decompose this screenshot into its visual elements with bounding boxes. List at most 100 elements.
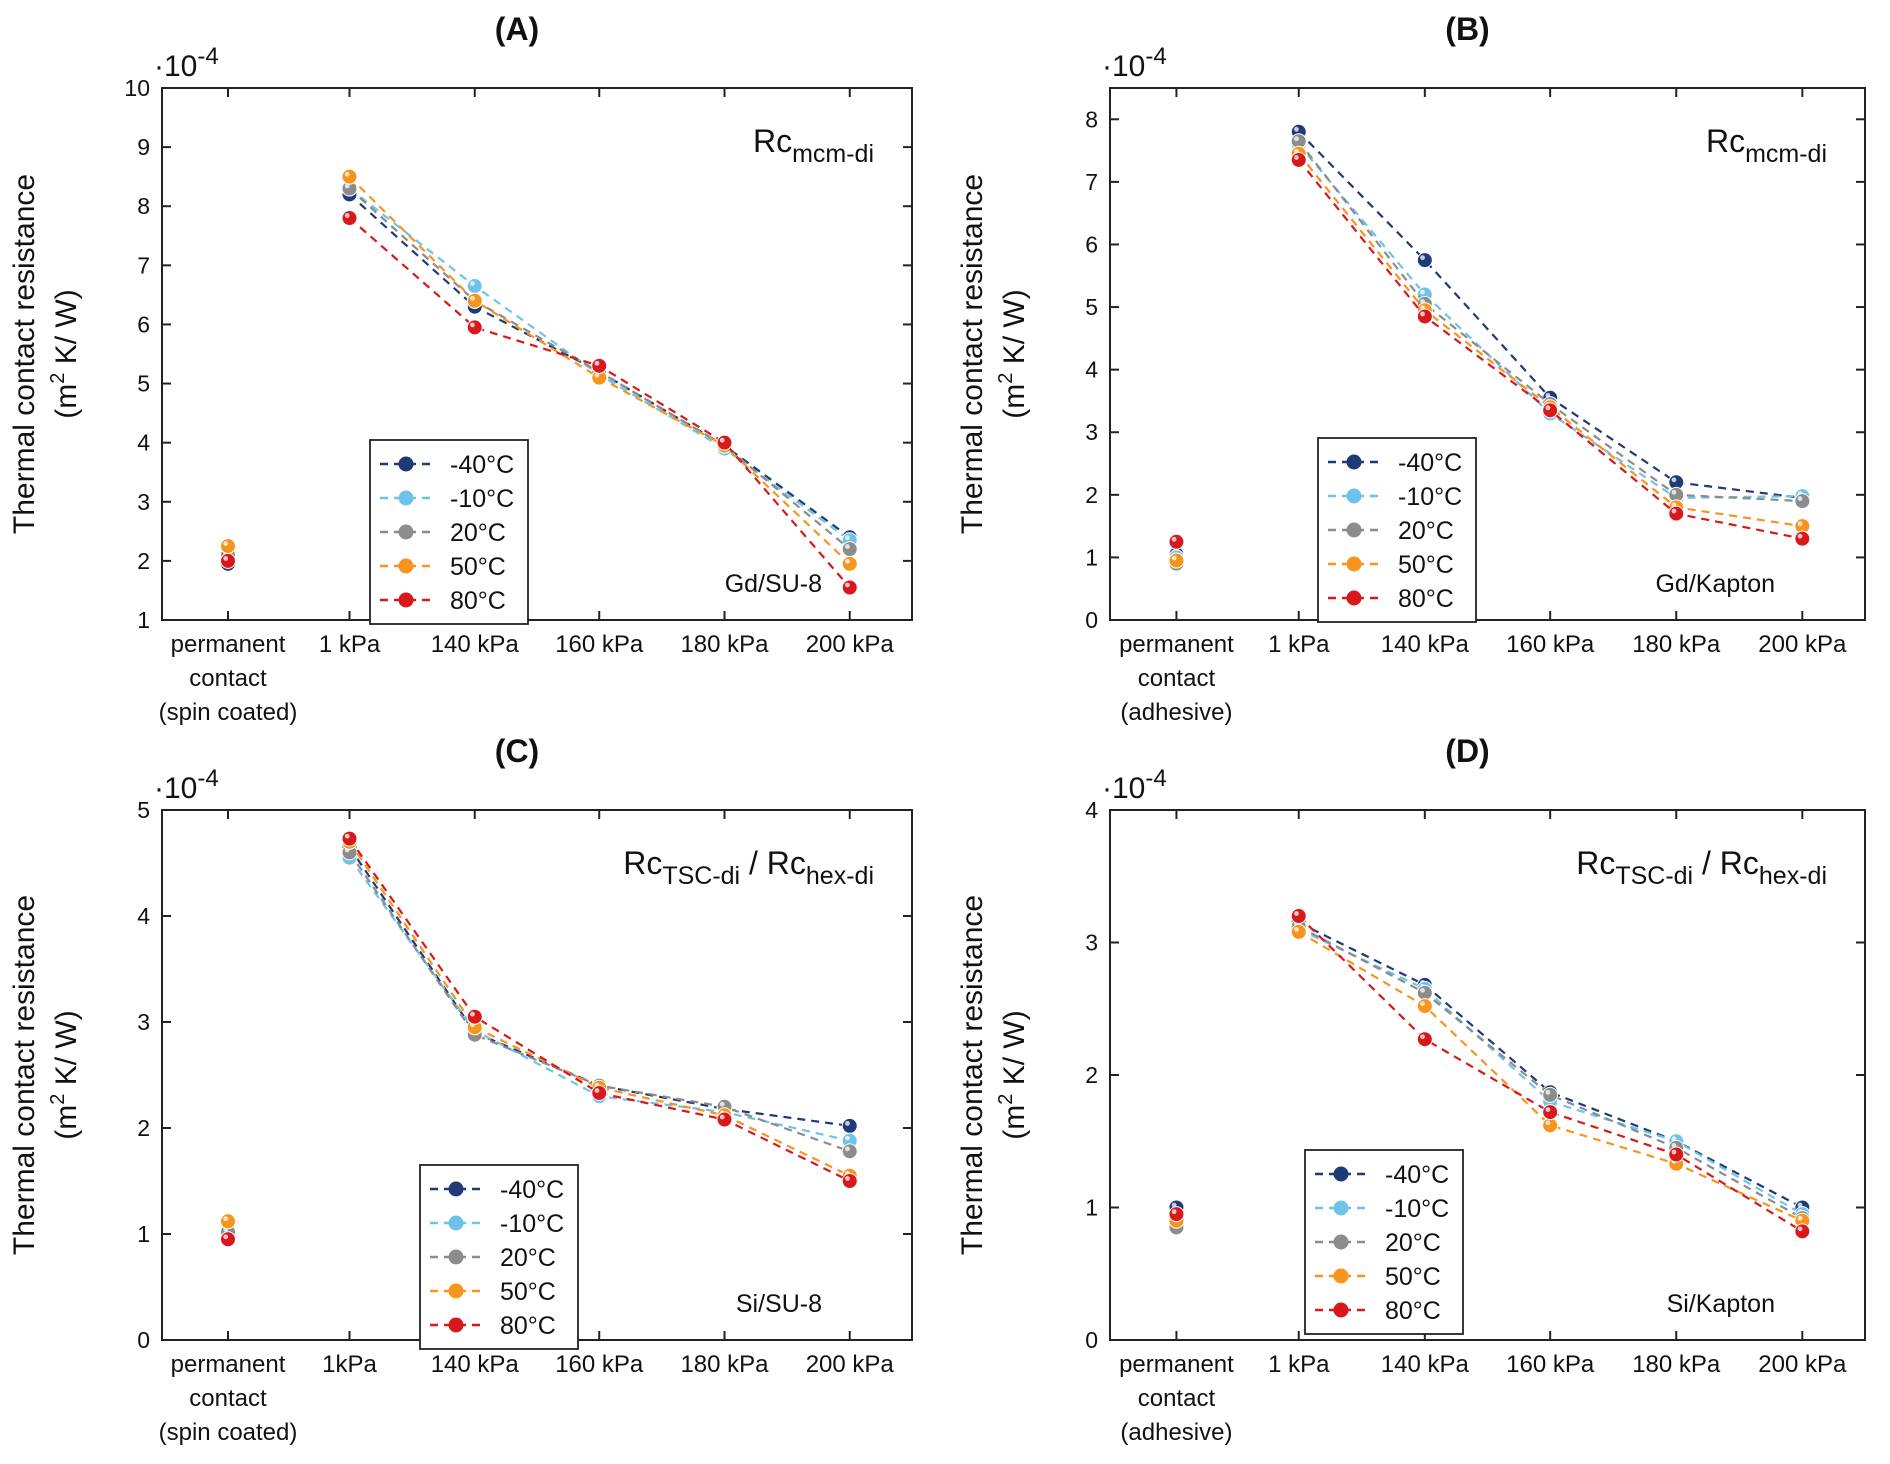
legend-box (1317, 437, 1477, 623)
unit-post: K/ W) (998, 289, 1031, 372)
legend-marker (1333, 1200, 1349, 1216)
data-point (220, 552, 236, 569)
y-axis-title: Thermal contact resistance (8, 174, 41, 534)
x-tick-label: 180 kPa (1632, 631, 1721, 658)
data-point-highlight (1797, 496, 1803, 501)
data-point-highlight (223, 1234, 229, 1240)
series-80°C (1168, 908, 1811, 1240)
series-line (1298, 930, 1803, 1222)
y-tick-label: 1 (137, 607, 150, 633)
legend: -40°C -10°C 20°C 50°C 80°C (1304, 1149, 1464, 1335)
data-point (1542, 1086, 1559, 1103)
data-point-highlight (1545, 1107, 1551, 1112)
legend-marker (398, 490, 414, 506)
data-point (841, 541, 858, 558)
data-point (591, 357, 608, 374)
legend-marker (1346, 556, 1362, 572)
data-point-highlight (1797, 1202, 1803, 1208)
unit-pre: (m (50, 1105, 83, 1140)
data-point-highlight (845, 1176, 850, 1181)
y-axis-title: Thermal contact resistance (956, 174, 989, 534)
data-point (1290, 923, 1307, 940)
y-tick-label: 0 (137, 1327, 150, 1353)
data-point-highlight (1294, 136, 1299, 142)
x-tick-label: 140 kPa (1381, 631, 1470, 658)
exponent-base: ·10 (154, 50, 197, 83)
y-tick-label: 3 (137, 1009, 150, 1035)
y-tick-label: 3 (1085, 930, 1098, 956)
data-point (1416, 998, 1433, 1015)
legend-marker (448, 1181, 464, 1197)
data-point-highlight (1671, 508, 1677, 514)
data-point-highlight (845, 1120, 850, 1126)
annotation-slash: / (1693, 845, 1720, 881)
data-point (1168, 552, 1185, 569)
data-point (466, 292, 483, 309)
x-tick-label: 160 kPa (1506, 1351, 1595, 1378)
exponent-power: -4 (197, 765, 218, 792)
x-tick-label: permanent (1119, 631, 1234, 658)
y-axis-unit: (m2 K/ W) (995, 1010, 1031, 1139)
data-point-highlight (1171, 1202, 1177, 1208)
y-tick-label: 2 (137, 1115, 150, 1141)
data-point-highlight (1420, 289, 1425, 295)
annotation-sub: mcm-di (1745, 140, 1827, 168)
x-tick-label: (spin coated) (159, 699, 298, 726)
data-point-highlight (1797, 1215, 1803, 1221)
legend-marker (448, 1249, 464, 1265)
data-point-highlight (1420, 987, 1425, 993)
series-80°C (220, 830, 858, 1248)
exponent-power: -4 (1145, 43, 1166, 70)
legend-marker (1346, 454, 1362, 470)
legend-label: 50°C (1385, 1263, 1441, 1291)
data-point-highlight (1294, 911, 1299, 916)
unit-post: K/ W) (50, 1010, 83, 1093)
data-point (1290, 908, 1307, 924)
series-line (1297, 153, 1803, 528)
legend-label: -40°C (500, 1176, 564, 1204)
panel-c: (C) ·10-4 0 1 2 3 4 5 permanent contact (spin coat… (8, 733, 913, 1446)
annotation-sample: Gd/SU-8 (725, 570, 822, 598)
legend-label: 50°C (500, 1278, 556, 1306)
data-point-highlight (594, 372, 600, 378)
legend-label: 80°C (1385, 1297, 1441, 1325)
data-point-highlight (470, 281, 475, 286)
legend-marker (398, 592, 414, 608)
panel-a: (A) ·10-4 1 2 3 4 5 6 7 8 9 10 permanent contact (spin… (8, 11, 913, 726)
annotation-main: Rcmcm-di (1706, 123, 1827, 168)
x-tick-label: 140 kPa (431, 631, 520, 658)
annotation-sub: TSC-di (1615, 862, 1693, 890)
y-tick-label: 7 (1085, 169, 1098, 195)
y-tick-label: 8 (1085, 106, 1098, 132)
data-point (341, 168, 358, 185)
annotation-rc: Rc (1576, 845, 1615, 881)
exponent-power: -4 (1145, 765, 1166, 792)
data-point (220, 1231, 236, 1248)
legend-label: -10°C (500, 1210, 564, 1238)
plot-frame (1109, 87, 1866, 621)
exponent-power: -4 (197, 43, 218, 70)
y-tick-label: 2 (1085, 1062, 1098, 1088)
data-point (1668, 1146, 1685, 1163)
legend-marker (1346, 522, 1362, 538)
x-tick-label: (spin coated) (159, 1419, 298, 1446)
legend-label: 80°C (1398, 585, 1454, 613)
annotation-sub: TSC-di (662, 862, 740, 890)
data-point (716, 434, 733, 451)
x-tick-label: 160 kPa (555, 631, 644, 658)
legend-marker (1333, 1302, 1349, 1318)
unit-sup: 2 (47, 373, 69, 384)
data-point (1794, 1223, 1811, 1240)
data-point-highlight (470, 322, 475, 328)
data-point-highlight (344, 833, 350, 839)
data-point-highlight (1545, 1089, 1551, 1095)
y-tick-label: 5 (1085, 294, 1098, 320)
y-tick-label: 2 (137, 548, 150, 574)
panel-title: (A) (495, 11, 539, 47)
exponent-base: ·10 (1102, 772, 1145, 805)
data-point-highlight (1294, 927, 1299, 932)
data-point (716, 1111, 733, 1128)
data-point-highlight (1545, 405, 1551, 411)
x-tick-label: 180 kPa (680, 1351, 769, 1378)
